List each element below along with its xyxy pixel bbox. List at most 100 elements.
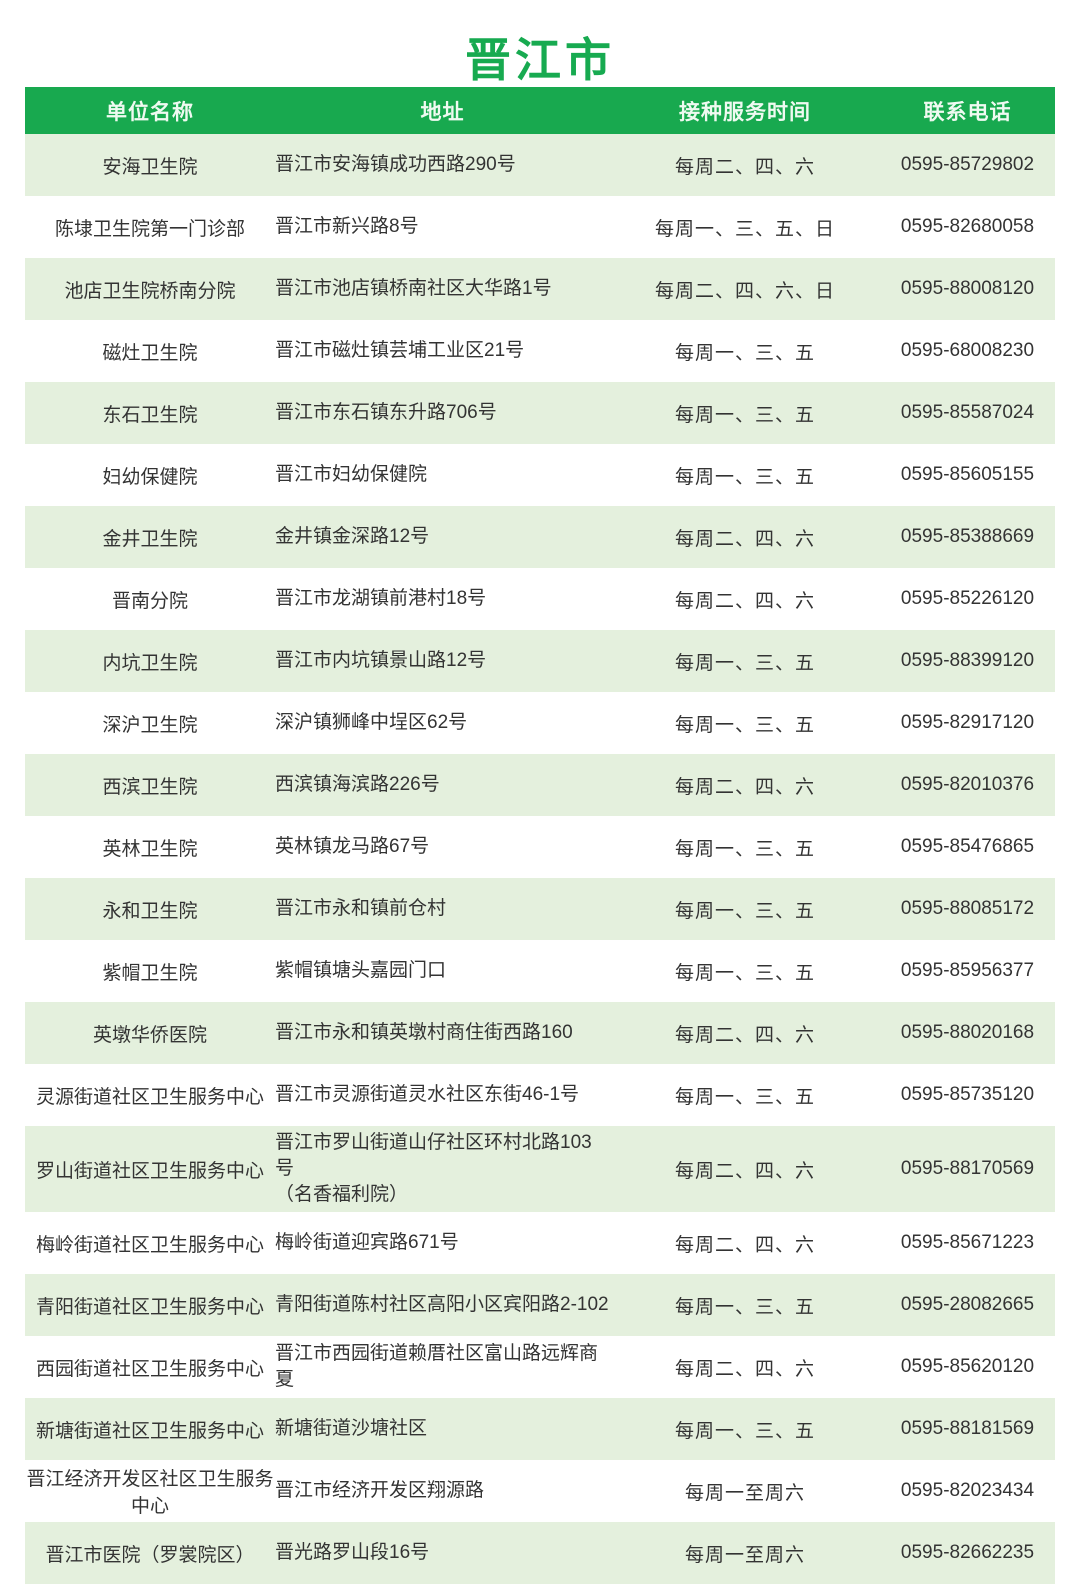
table-row: 西园街道社区卫生服务中心 晋江市西园街道赖厝社区富山路远辉商夏 每周二、四、六 059… bbox=[25, 1336, 1055, 1398]
table-row: 英墩华侨医院 晋江市永和镇英墩村商住街西路160 每周二、四、六 0595-88020… bbox=[25, 1002, 1055, 1064]
unit-name-cell: 池店卫生院桥南分院 bbox=[64, 280, 236, 302]
phone-cell: 0595-85735120 bbox=[900, 1084, 1035, 1105]
unit-name-cell: 晋江经济开发区社区卫生服务中心 bbox=[26, 1469, 274, 1517]
phone-cell: 0595-88170569 bbox=[900, 1158, 1035, 1179]
table-row: 内坑卫生院 晋江市内坑镇景山路12号 每周一、三、五 0595-88399120 bbox=[25, 630, 1055, 692]
address-cell: 梅岭街道迎宾路671号 bbox=[275, 1232, 459, 1253]
unit-name-cell: 灵源街道社区卫生服务中心 bbox=[35, 1086, 264, 1108]
address-cell: 晋江市西园街道赖厝社区富山路远辉商夏 bbox=[275, 1343, 599, 1390]
address-cell: 晋江市磁灶镇芸埔工业区21号 bbox=[275, 340, 525, 361]
table-row: 池店卫生院桥南分院 晋江市池店镇桥南社区大华路1号 每周二、四、六、日 0595-88… bbox=[25, 258, 1055, 320]
time-cell: 每周一、三、五 bbox=[674, 962, 815, 984]
table-header-row: 单位名称 地址 接种服务时间 联系电话 bbox=[25, 87, 1055, 134]
time-cell: 每周一、三、五、日 bbox=[654, 218, 835, 240]
phone-cell: 0595-85587024 bbox=[900, 402, 1035, 423]
phone-cell: 0595-88181569 bbox=[900, 1418, 1035, 1439]
time-cell: 每周一、三、五 bbox=[674, 900, 815, 922]
table-row: 东石卫生院 晋江市东石镇东升路706号 每周一、三、五 0595-85587024 bbox=[25, 382, 1055, 444]
phone-cell: 0595-82917120 bbox=[900, 712, 1035, 733]
time-cell: 每周一、三、五 bbox=[674, 1296, 815, 1318]
phone-cell: 0595-88399120 bbox=[900, 650, 1035, 671]
unit-name-cell: 深沪卫生院 bbox=[102, 714, 198, 736]
table-row: 晋江市医院（罗裳院区） 晋光路罗山段16号 每周一至周六 0595-82662235 bbox=[25, 1522, 1055, 1584]
table-row: 晋江经济开发区社区卫生服务中心 晋江市经济开发区翔源路 每周一至周六 0595-820… bbox=[25, 1460, 1055, 1522]
table-row: 英林卫生院 英林镇龙马路67号 每周一、三、五 0595-85476865 bbox=[25, 816, 1055, 878]
address-cell: 晋江市妇幼保健院 bbox=[275, 464, 428, 485]
address-cell: 青阳街道陈村社区高阳小区宾阳路2-102 bbox=[275, 1294, 609, 1315]
table-row: 妇幼保健院 晋江市妇幼保健院 每周一、三、五 0595-85605155 bbox=[25, 444, 1055, 506]
time-cell: 每周一、三、五 bbox=[674, 404, 815, 426]
phone-cell: 0595-68008230 bbox=[900, 340, 1035, 361]
col-header-address: 地址 bbox=[275, 87, 610, 134]
unit-name-cell: 永和卫生院 bbox=[102, 900, 198, 922]
time-cell: 每周二、四、六 bbox=[674, 590, 815, 612]
table-body: 安海卫生院 晋江市安海镇成功西路290号 每周二、四、六 0595-85729802 陈… bbox=[25, 134, 1055, 1584]
address-line2: （名香福利院） bbox=[275, 1184, 409, 1205]
phone-cell: 0595-82662235 bbox=[900, 1542, 1035, 1563]
address-cell: 晋光路罗山段16号 bbox=[275, 1542, 430, 1563]
unit-name-cell: 英林卫生院 bbox=[102, 838, 198, 860]
table-row: 磁灶卫生院 晋江市磁灶镇芸埔工业区21号 每周一、三、五 0595-68008230 bbox=[25, 320, 1055, 382]
time-cell: 每周一至周六 bbox=[684, 1482, 805, 1504]
col-header-service-time: 接种服务时间 bbox=[610, 87, 880, 134]
time-cell: 每周一、三、五 bbox=[674, 466, 815, 488]
time-cell: 每周一、三、五 bbox=[674, 1086, 815, 1108]
unit-name-cell: 罗山街道社区卫生服务中心 bbox=[35, 1160, 264, 1182]
phone-cell: 0595-88008120 bbox=[900, 278, 1035, 299]
time-cell: 每周二、四、六 bbox=[674, 1160, 815, 1182]
table-row: 金井卫生院 金井镇金深路12号 每周二、四、六 0595-85388669 bbox=[25, 506, 1055, 568]
address-cell: 新塘街道沙塘社区 bbox=[275, 1418, 428, 1439]
address-cell: 晋江市新兴路8号 bbox=[275, 216, 419, 237]
phone-cell: 0595-82680058 bbox=[900, 216, 1035, 237]
time-cell: 每周二、四、六 bbox=[674, 528, 815, 550]
time-cell: 每周二、四、六 bbox=[674, 1024, 815, 1046]
phone-cell: 0595-28082665 bbox=[900, 1294, 1035, 1315]
address-cell: 晋江市东石镇东升路706号 bbox=[275, 402, 497, 423]
time-cell: 每周一、三、五 bbox=[674, 714, 815, 736]
address-cell: 晋江市永和镇前仓村 bbox=[275, 898, 447, 919]
unit-name-cell: 青阳街道社区卫生服务中心 bbox=[35, 1296, 264, 1318]
phone-cell: 0595-82023434 bbox=[900, 1480, 1035, 1501]
time-cell: 每周二、四、六、日 bbox=[654, 280, 835, 302]
time-cell: 每周二、四、六 bbox=[674, 1358, 815, 1380]
address-cell: 英林镇龙马路67号 bbox=[275, 836, 430, 857]
address-cell: 晋江市内坑镇景山路12号 bbox=[275, 650, 487, 671]
address-cell: 晋江市经济开发区翔源路 bbox=[275, 1480, 485, 1501]
phone-cell: 0595-88020168 bbox=[900, 1022, 1035, 1043]
address-cell: 西滨镇海滨路226号 bbox=[275, 774, 440, 795]
table-row: 青阳街道社区卫生服务中心 青阳街道陈村社区高阳小区宾阳路2-102 每周一、三、五 0… bbox=[25, 1274, 1055, 1336]
table-row: 梅岭街道社区卫生服务中心 梅岭街道迎宾路671号 每周二、四、六 0595-85671… bbox=[25, 1212, 1055, 1274]
address-cell: 晋江市池店镇桥南社区大华路1号 bbox=[275, 278, 552, 299]
phone-cell: 0595-85605155 bbox=[900, 464, 1035, 485]
unit-name-cell: 晋江市医院（罗裳院区） bbox=[45, 1544, 255, 1566]
time-cell: 每周一、三、五 bbox=[674, 342, 815, 364]
unit-name-cell: 晋南分院 bbox=[111, 590, 188, 612]
unit-name-cell: 内坑卫生院 bbox=[102, 652, 198, 674]
address-cell: 金井镇金深路12号 bbox=[275, 526, 430, 547]
table-row: 永和卫生院 晋江市永和镇前仓村 每周一、三、五 0595-88085172 bbox=[25, 878, 1055, 940]
phone-cell: 0595-82010376 bbox=[900, 774, 1035, 795]
unit-name-cell: 紫帽卫生院 bbox=[102, 962, 198, 984]
unit-name-cell: 安海卫生院 bbox=[102, 156, 198, 178]
phone-cell: 0595-85620120 bbox=[900, 1356, 1035, 1377]
unit-name-cell: 西园街道社区卫生服务中心 bbox=[35, 1358, 264, 1380]
phone-cell: 0595-85476865 bbox=[900, 836, 1035, 857]
table-row: 安海卫生院 晋江市安海镇成功西路290号 每周二、四、六 0595-85729802 bbox=[25, 134, 1055, 196]
unit-name-cell: 东石卫生院 bbox=[102, 404, 198, 426]
phone-cell: 0595-88085172 bbox=[900, 898, 1035, 919]
address-cell: 晋江市龙湖镇前港村18号 bbox=[275, 588, 487, 609]
unit-name-cell: 梅岭街道社区卫生服务中心 bbox=[35, 1234, 264, 1256]
table-row: 灵源街道社区卫生服务中心 晋江市灵源街道灵水社区东街46-1号 每周一、三、五 059… bbox=[25, 1064, 1055, 1126]
phone-cell: 0595-85729802 bbox=[900, 154, 1035, 175]
table-row: 陈埭卫生院第一门诊部 晋江市新兴路8号 每周一、三、五、日 0595-82680058 bbox=[25, 196, 1055, 258]
unit-name-cell: 新塘街道社区卫生服务中心 bbox=[35, 1420, 264, 1442]
unit-name-cell: 陈埭卫生院第一门诊部 bbox=[54, 218, 245, 240]
table-row: 罗山街道社区卫生服务中心 晋江市罗山街道山仔社区环村北路103号 （名香福利院） 每周… bbox=[25, 1126, 1055, 1212]
unit-name-cell: 英墩华侨医院 bbox=[92, 1024, 207, 1046]
table-row: 晋南分院 晋江市龙湖镇前港村18号 每周二、四、六 0595-85226120 bbox=[25, 568, 1055, 630]
address-cell: 深沪镇狮峰中埕区62号 bbox=[275, 712, 468, 733]
phone-cell: 0595-85671223 bbox=[900, 1232, 1035, 1253]
table-row: 紫帽卫生院 紫帽镇塘头嘉园门口 每周一、三、五 0595-85956377 bbox=[25, 940, 1055, 1002]
table-row: 深沪卫生院 深沪镇狮峰中埕区62号 每周一、三、五 0595-82917120 bbox=[25, 692, 1055, 754]
col-header-unit-name: 单位名称 bbox=[25, 87, 275, 134]
